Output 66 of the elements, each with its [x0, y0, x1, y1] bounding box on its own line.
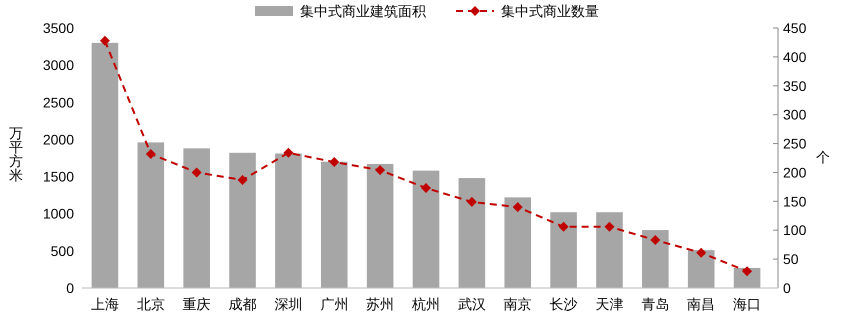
point — [650, 235, 660, 246]
y2-tick-label: 200 — [783, 164, 807, 180]
x-tick-label: 南昌 — [687, 296, 716, 312]
point — [283, 148, 294, 158]
bar — [458, 178, 486, 288]
point — [742, 266, 752, 276]
y2-tick-label: 250 — [783, 136, 807, 152]
x-tick-label: 成都 — [228, 296, 257, 312]
x-tick-label: 北京 — [136, 296, 165, 312]
bar — [596, 212, 623, 288]
point — [329, 157, 340, 168]
x-tick-label: 海口 — [733, 296, 762, 312]
x-tick-label: 天津 — [595, 296, 624, 312]
point — [238, 174, 248, 185]
y2-axis-title: 个 — [816, 149, 830, 165]
y-tick-label: 3500 — [42, 20, 74, 36]
bar — [642, 230, 669, 288]
y-tick-label: 0 — [66, 280, 74, 296]
x-tick-label: 青岛 — [641, 296, 670, 312]
point — [512, 202, 523, 212]
x-tick-label: 长沙 — [550, 296, 578, 312]
bar — [550, 212, 577, 288]
y2-tick-label: 400 — [783, 48, 807, 65]
point — [604, 222, 614, 232]
x-tick-label: 上海 — [90, 296, 119, 312]
bar — [92, 42, 118, 288]
point — [466, 196, 477, 207]
point — [100, 36, 110, 46]
x-tick-label: 杭州 — [411, 296, 440, 312]
legend-label: 集中式商业数量 — [501, 3, 599, 19]
y2-tick-label: 450 — [783, 20, 807, 36]
bar — [138, 142, 164, 288]
point — [375, 165, 386, 176]
bar — [366, 164, 394, 288]
y-axis-title: 万平方米 — [9, 125, 23, 183]
y-tick-label: 3000 — [42, 57, 74, 74]
point — [558, 222, 569, 232]
point — [421, 183, 431, 194]
y-tick-label: 1500 — [42, 168, 74, 185]
x-tick-label: 苏州 — [366, 296, 394, 312]
point — [696, 248, 706, 258]
bar — [275, 154, 302, 288]
bar — [688, 250, 714, 288]
bar — [183, 148, 210, 288]
point — [192, 167, 202, 178]
y2-tick-label: 100 — [783, 222, 807, 238]
y2-tick-label: 150 — [783, 193, 807, 210]
bar — [504, 197, 532, 288]
y2-tick-label: 300 — [783, 106, 807, 123]
x-tick-label: 南京 — [504, 296, 532, 312]
bar — [320, 162, 348, 288]
legend-label: 集中式商业建筑面积 — [300, 3, 426, 19]
y2-tick-label: 350 — [783, 78, 807, 94]
y2-tick-label: 50 — [783, 251, 799, 268]
y-tick-label: 1000 — [42, 206, 74, 222]
point — [146, 148, 156, 159]
bar — [229, 152, 256, 288]
bar — [412, 170, 440, 288]
y2-tick-label: 0 — [783, 280, 791, 296]
x-tick-label: 武汉 — [458, 296, 486, 312]
x-tick-label: 重庆 — [182, 296, 211, 312]
y-tick-label: 500 — [50, 242, 74, 259]
x-tick-label: 深圳 — [274, 296, 302, 312]
y-tick-label: 2500 — [42, 94, 74, 110]
y-tick-label: 2000 — [42, 131, 74, 148]
x-tick-label: 广州 — [320, 296, 348, 312]
